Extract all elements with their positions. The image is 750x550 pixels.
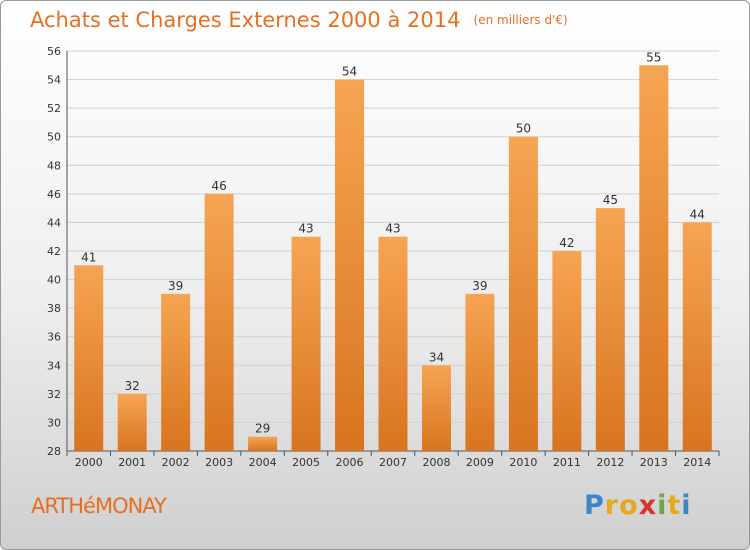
bar-2002: [161, 293, 191, 451]
y-tick-label: 44: [47, 216, 61, 229]
logo-letter: i: [657, 490, 668, 521]
y-tick-label: 48: [47, 159, 61, 172]
y-tick-label: 42: [47, 245, 61, 258]
x-tick-label: 2009: [466, 456, 494, 469]
y-tick-label: 32: [47, 388, 61, 401]
value-label-2013: 55: [646, 50, 661, 64]
y-tick-label: 40: [47, 274, 61, 287]
logo-letter: x: [638, 490, 658, 521]
city-name: ARTHéMONAY: [31, 494, 167, 518]
value-label-2006: 54: [342, 65, 357, 79]
bar-2013: [639, 65, 669, 452]
x-tick-label: 2014: [683, 456, 711, 469]
value-label-2005: 43: [298, 222, 313, 236]
x-tick-label: 2012: [596, 456, 624, 469]
value-label-2008: 34: [429, 350, 444, 364]
y-tick-label: 34: [47, 359, 61, 372]
y-tick-label: 46: [47, 188, 61, 201]
value-label-2003: 46: [211, 179, 226, 193]
y-tick-label: 56: [47, 45, 61, 58]
bar-2014: [682, 222, 712, 451]
x-tick-label: 2004: [249, 456, 277, 469]
y-tick-label: 28: [47, 445, 61, 458]
bar-2006: [335, 79, 365, 452]
proxiti-logo: Proxiti: [584, 490, 692, 521]
value-label-2001: 32: [125, 379, 140, 393]
y-tick-label: 50: [47, 131, 61, 144]
x-tick-label: 2008: [422, 456, 450, 469]
bar-2003: [204, 193, 234, 451]
y-tick-label: 30: [47, 416, 61, 429]
unit-label: (en milliers d'€): [473, 13, 568, 27]
bar-2008: [421, 365, 451, 451]
bars: [74, 65, 712, 452]
x-tick-label: 2006: [336, 456, 364, 469]
logo-letter: t: [667, 490, 682, 521]
title-text: Achats et Charges Externes 2000 à 2014: [30, 8, 461, 32]
axes: 28 30 32 34 36 38 40 42 44 46 48 50 52 54 56 2000 2001 20…: [47, 45, 720, 469]
x-tick-label: 2010: [509, 456, 537, 469]
value-label-2010: 50: [516, 122, 531, 136]
value-labels: 41 32 39 46 29 43 54 43 34 39 50 42 45 55 44: [81, 50, 705, 435]
bar-2001: [117, 393, 147, 451]
bar-2007: [378, 236, 408, 451]
bar-2011: [552, 251, 582, 451]
value-label-2002: 39: [168, 279, 183, 293]
bar-2004: [248, 436, 278, 451]
value-label-2004: 29: [255, 422, 270, 436]
bar-2010: [508, 136, 538, 451]
x-tick-label: 2000: [75, 456, 103, 469]
logo-letter: r: [604, 490, 620, 521]
bar-2005: [291, 236, 321, 451]
value-label-2009: 39: [472, 279, 487, 293]
y-tick-label: 54: [47, 74, 61, 87]
x-tick-label: 2013: [640, 456, 668, 469]
x-tick-label: 2005: [292, 456, 320, 469]
value-label-2011: 42: [559, 236, 574, 250]
x-tick-label: 2001: [118, 456, 146, 469]
value-label-2000: 41: [81, 250, 96, 264]
bar-2000: [74, 265, 104, 451]
bar-2012: [595, 208, 625, 451]
value-label-2012: 45: [603, 193, 618, 207]
logo-letter: o: [619, 490, 639, 521]
y-tick-label: 52: [47, 102, 61, 115]
x-tick-label: 2002: [162, 456, 190, 469]
x-tick-label: 2011: [553, 456, 581, 469]
value-label-2007: 43: [385, 222, 400, 236]
y-tick-label: 38: [47, 302, 61, 315]
x-tick-label: 2003: [205, 456, 233, 469]
value-label-2014: 44: [690, 207, 705, 221]
bar-2009: [465, 293, 495, 451]
y-tick-label: 36: [47, 331, 61, 344]
chart-title: Achats et Charges Externes 2000 à 2014 (…: [30, 8, 568, 32]
x-tick-label: 2007: [379, 456, 407, 469]
logo-letter: i: [681, 490, 692, 521]
logo-letter: P: [584, 490, 605, 521]
